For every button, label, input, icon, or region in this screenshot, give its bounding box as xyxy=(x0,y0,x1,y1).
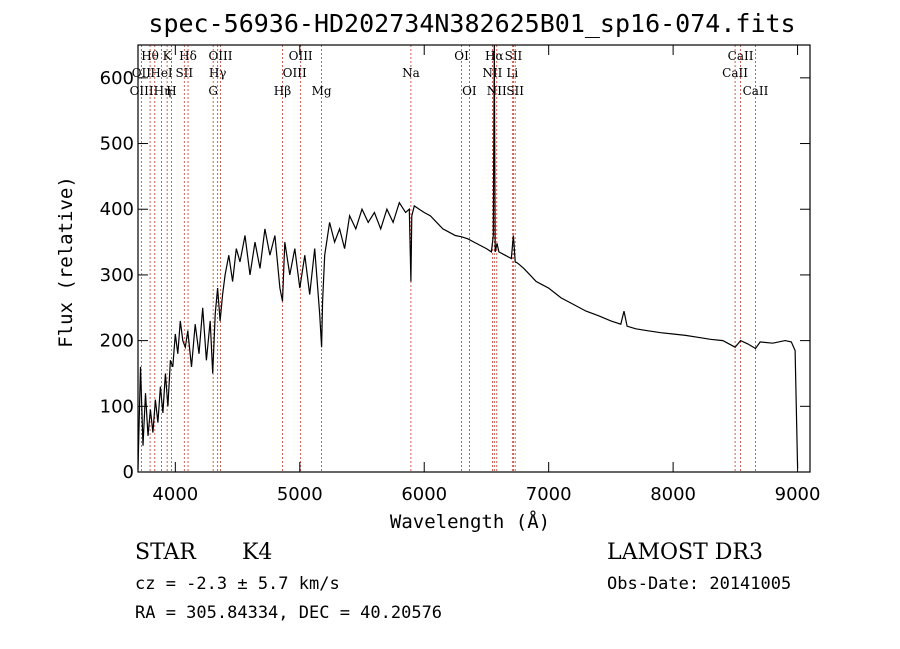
line-label: CaII xyxy=(743,84,769,98)
line-label: OI xyxy=(454,49,469,63)
line-label: OII xyxy=(132,66,152,80)
line-label: OIII xyxy=(208,49,232,63)
x-tick-label: 7000 xyxy=(526,484,572,505)
line-label: Hβ xyxy=(274,84,291,98)
line-label: H xyxy=(166,84,176,98)
observation-date: Obs-Date: 20141005 xyxy=(607,574,792,594)
x-tick-label: 9000 xyxy=(775,484,821,505)
y-axis-ticks: 0 100 200 300 400 500 600 xyxy=(100,68,810,483)
spectrum-line xyxy=(137,44,799,469)
line-label: NII xyxy=(487,84,507,98)
line-label: SII xyxy=(506,84,524,98)
line-label: Li xyxy=(506,66,518,80)
line-label: Hθ xyxy=(141,49,159,63)
sky-coordinates: RA = 305.84334, DEC = 40.20576 xyxy=(135,603,443,623)
x-axis-ticks: 4000 5000 6000 7000 8000 9000 xyxy=(152,45,820,505)
y-tick-label: 600 xyxy=(100,68,134,89)
line-label: OIIIHη xyxy=(130,84,172,98)
line-label: OI xyxy=(462,84,477,98)
y-tick-label: 300 xyxy=(100,265,134,286)
line-label: SII xyxy=(505,49,523,63)
line-label: HeI xyxy=(150,66,173,80)
line-label: NII xyxy=(482,66,502,80)
y-axis-label: Flux (relative) xyxy=(55,176,77,348)
line-label: K xyxy=(163,49,173,63)
y-tick-label: 500 xyxy=(100,134,134,155)
line-label: OIII xyxy=(289,49,313,63)
line-label: Hδ xyxy=(179,49,197,63)
y-tick-label: 400 xyxy=(100,199,134,220)
line-label: CaII xyxy=(722,66,748,80)
emission-line-markers xyxy=(140,45,756,472)
line-label: Mg xyxy=(312,84,332,98)
plot-frame xyxy=(137,44,811,473)
line-label: CaII xyxy=(728,49,754,63)
x-tick-label: 6000 xyxy=(401,484,447,505)
object-subclass: K4 xyxy=(242,540,273,565)
x-tick-label: 4000 xyxy=(152,484,198,505)
line-label: G xyxy=(208,84,218,98)
x-tick-label: 8000 xyxy=(650,484,696,505)
y-tick-label: 100 xyxy=(100,396,134,417)
object-class: STAR xyxy=(135,540,196,565)
y-tick-label: 0 xyxy=(123,462,134,483)
line-label: Hγ xyxy=(209,66,227,80)
x-tick-label: 5000 xyxy=(277,484,323,505)
line-label: Na xyxy=(402,66,420,80)
survey-name: LAMOST DR3 xyxy=(607,540,763,565)
y-tick-label: 200 xyxy=(100,331,134,352)
redshift-readout: cz = -2.3 ± 5.7 km/s xyxy=(135,574,340,594)
chart-title: spec-56936-HD202734N382625B01_sp16-074.f… xyxy=(148,9,795,38)
x-axis-label: Wavelength (Å) xyxy=(390,510,550,533)
line-label: OIII xyxy=(283,66,307,80)
line-label: SII xyxy=(175,66,193,80)
